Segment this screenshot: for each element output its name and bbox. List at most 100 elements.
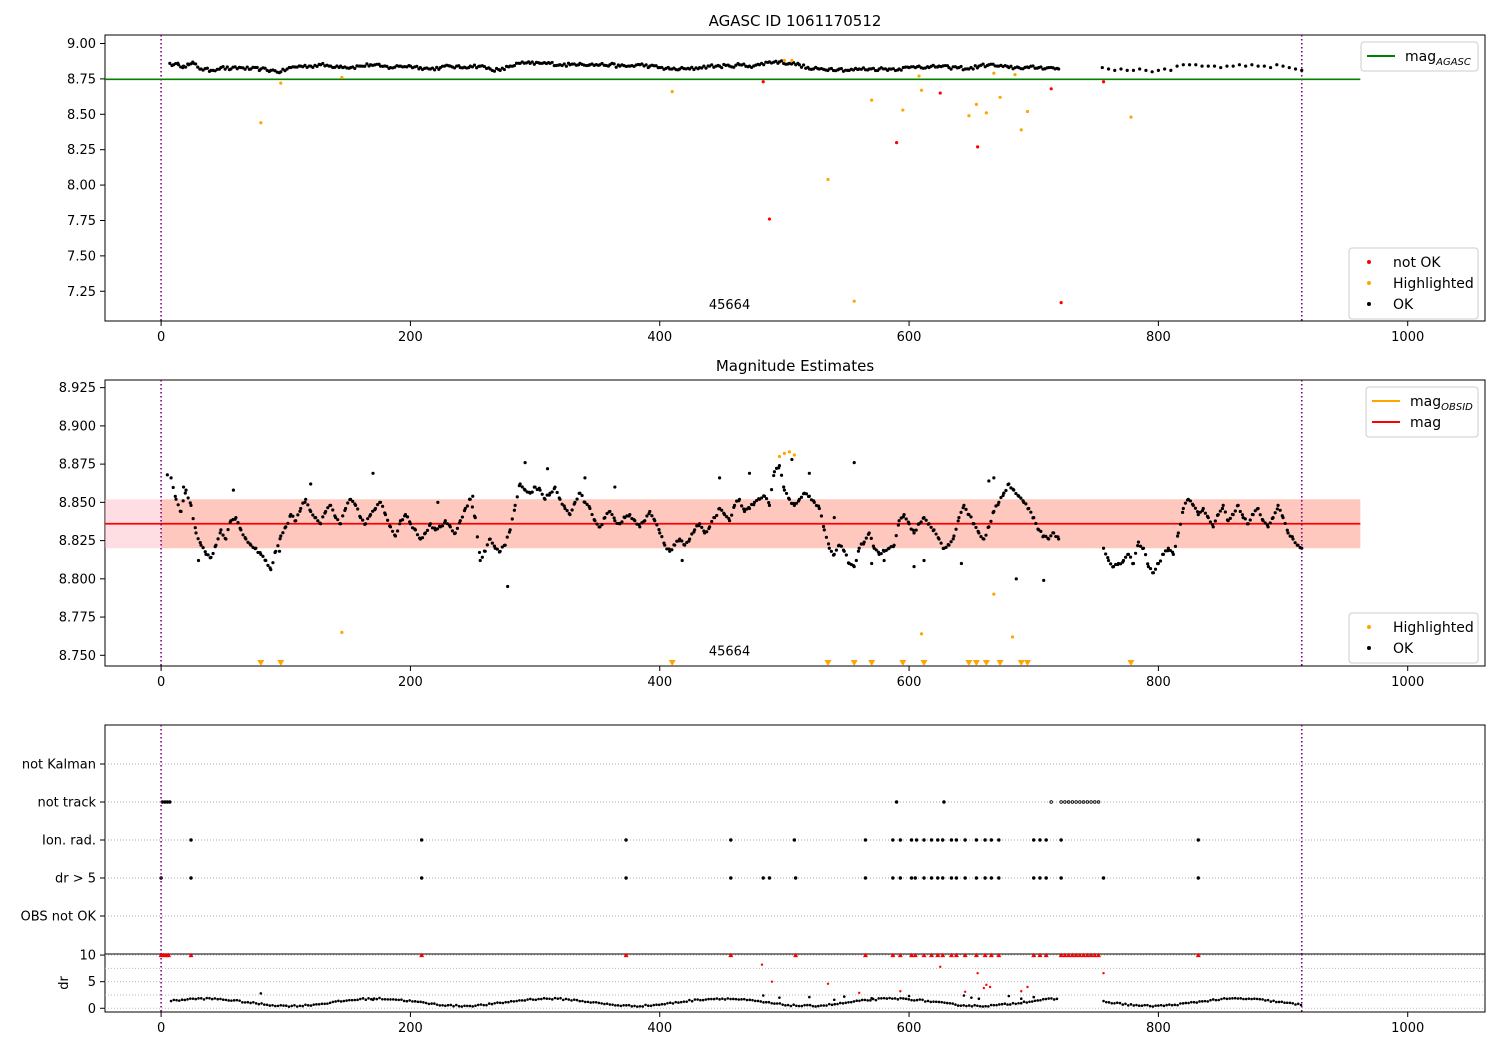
dr-point <box>723 998 727 1001</box>
dr-point <box>699 998 702 1002</box>
dr-point <box>186 998 189 1001</box>
estimates-point-ok <box>967 512 971 517</box>
estimates-point-ok <box>869 536 873 541</box>
flags-flag-marker <box>761 876 765 880</box>
dr-outlier-point <box>826 982 830 985</box>
agasc-point-ok <box>779 59 784 63</box>
estimates-point-ok <box>824 535 829 539</box>
estimates-point-ok <box>595 522 599 526</box>
estimates-point-ok <box>568 512 572 517</box>
dr-point <box>778 996 781 999</box>
dr-point <box>726 997 730 1000</box>
estimates-lower-legend-label: OK <box>1393 641 1414 657</box>
dr-point <box>523 999 527 1002</box>
dr-capped-marker <box>1066 952 1072 958</box>
dr-capped-marker <box>890 952 896 958</box>
dr-capped-marker <box>1088 952 1094 958</box>
estimates-point-ok <box>628 512 632 517</box>
flags-flag-marker <box>1074 800 1078 804</box>
agasc-point-ok <box>415 64 419 68</box>
estimates-point-ok <box>1133 551 1138 555</box>
flags-flag-marker <box>898 876 903 880</box>
estimates-point-ok <box>951 537 955 541</box>
estimates-ytick-label: 8.875 <box>59 458 96 473</box>
dr-point <box>677 1001 680 1004</box>
dr-point <box>594 1000 598 1004</box>
estimates-point-ok <box>415 533 420 537</box>
estimates-point-ok <box>892 543 896 547</box>
dr-point <box>290 1004 294 1008</box>
estimates-point-ok <box>772 473 776 478</box>
estimates-point-ok <box>403 512 408 517</box>
estimates-point-ok <box>787 497 791 501</box>
agasc-point-not-ok <box>894 141 899 145</box>
estimates-point-ok <box>962 503 966 508</box>
estimates-lower-limit-marker <box>965 659 973 666</box>
dr-point <box>836 1002 839 1006</box>
estimates-point-ok <box>1136 544 1140 548</box>
flags-flag-marker <box>891 838 895 842</box>
estimates-point-ok <box>834 548 838 552</box>
dr-point <box>586 1000 590 1004</box>
dr-point <box>948 1001 952 1005</box>
flags-flag-marker <box>1032 876 1036 880</box>
estimates-point-ok <box>1266 525 1270 529</box>
dr-point <box>529 997 532 1001</box>
estimates-point-ok <box>732 503 737 508</box>
dr-point <box>965 1004 968 1008</box>
estimates-point-ok <box>319 522 323 526</box>
estimates-point-ok <box>1275 507 1279 511</box>
estimates-point-ok <box>1271 516 1275 520</box>
dr-point <box>870 996 873 1000</box>
estimates-point-ok <box>234 516 238 520</box>
dr-ytick-label: 0 <box>88 1002 96 1017</box>
estimates-point-ok <box>448 525 452 529</box>
estimates-point-ok <box>894 534 898 538</box>
agasc-point-ok <box>1175 64 1179 68</box>
dr-point <box>882 996 886 1000</box>
flags-flag-marker <box>983 876 987 880</box>
estimates-point-ok <box>1183 501 1188 505</box>
flags-flag-marker <box>1096 800 1101 804</box>
flags-flag-marker <box>989 876 994 880</box>
agasc-lower-legend-label: OK <box>1393 297 1414 313</box>
agasc-point-not-ok <box>1059 300 1063 305</box>
dr-point <box>814 1005 817 1008</box>
flags-flag-marker <box>729 876 733 880</box>
estimates-point-ok <box>782 488 787 492</box>
estimates-point-ok <box>957 516 961 520</box>
dr-point <box>331 1000 335 1004</box>
dr-point <box>550 998 554 1001</box>
estimates-point-ok <box>600 523 604 527</box>
dr-point <box>1209 998 1212 1002</box>
dr-point <box>1266 998 1270 1002</box>
estimates-point-ok <box>460 515 465 519</box>
dr-point <box>761 994 765 997</box>
estimates-point-ok <box>1251 512 1255 517</box>
dr-point <box>260 1002 263 1005</box>
estimates-point-ok <box>608 509 612 514</box>
estimates-point-ok <box>353 503 358 508</box>
dr-point <box>877 997 880 1000</box>
estimates-point-highlighted <box>787 450 791 454</box>
estimates-point-ok <box>879 551 883 556</box>
estimates-point-ok <box>792 503 796 508</box>
dr-capped-marker <box>1043 952 1049 958</box>
flags-flag-marker <box>929 876 934 880</box>
dr-point <box>1170 1003 1174 1007</box>
dr-point <box>1014 1002 1018 1006</box>
estimates-point-ok <box>408 522 413 526</box>
dr-point <box>326 1002 329 1005</box>
dr-xtick-label: 800 <box>1146 1021 1171 1036</box>
estimates-point-ok <box>658 531 662 535</box>
dr-point <box>241 1001 244 1004</box>
dr-point <box>1146 1003 1149 1007</box>
dr-point <box>339 1000 343 1003</box>
estimates-point-ok <box>1131 561 1136 566</box>
estimates-point-ok <box>261 554 265 558</box>
estimates-point-ok <box>266 563 270 568</box>
estimates-point-ok <box>181 485 186 489</box>
dr-point <box>863 998 867 1002</box>
dr-point <box>762 1001 765 1004</box>
